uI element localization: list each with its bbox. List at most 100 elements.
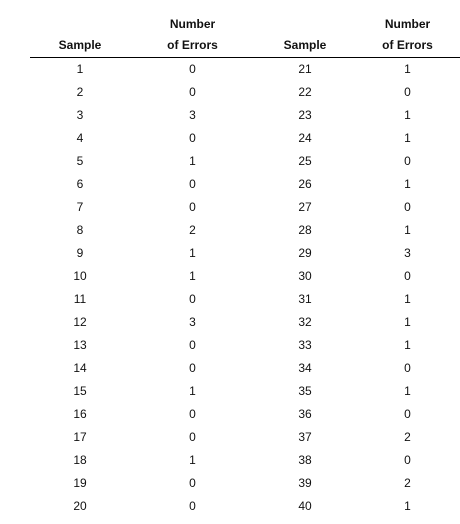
cell-sample: 4 xyxy=(76,131,84,145)
table-row: 17 0 37 2 xyxy=(30,426,460,449)
cell-errors: 0 xyxy=(189,200,196,214)
cell-sample: 2 xyxy=(76,85,84,99)
cell-sample: 10 xyxy=(73,269,87,283)
table-body: 1 0 21 1 2 0 22 0 3 3 23 1 4 0 24 1 5 1 25 0 6 0 26 1 7 0 27 0 8 2 28 1… xyxy=(30,58,460,519)
header-line1: Number xyxy=(384,17,431,31)
cell-sample: 7 xyxy=(76,200,84,214)
table-row: 9 1 29 3 xyxy=(30,242,460,265)
cell-errors: 0 xyxy=(189,476,196,490)
cell-errors: 3 xyxy=(404,246,411,260)
table-row: 15 1 35 1 xyxy=(30,380,460,403)
cell-errors: 0 xyxy=(189,292,196,306)
table-row: 1 0 21 1 xyxy=(30,58,460,82)
cell-sample: 29 xyxy=(298,246,312,260)
table-row: 19 0 39 2 xyxy=(30,472,460,495)
cell-errors: 1 xyxy=(189,154,196,168)
table-row: 11 0 31 1 xyxy=(30,288,460,311)
table-row: 2 0 22 0 xyxy=(30,81,460,104)
table-row: 4 0 24 1 xyxy=(30,127,460,150)
cell-errors: 1 xyxy=(404,62,411,76)
table-row: 3 3 23 1 xyxy=(30,104,460,127)
header-sample-right: Sample xyxy=(255,11,355,58)
cell-sample: 32 xyxy=(298,315,312,329)
cell-errors: 0 xyxy=(189,338,196,352)
table-row: 5 1 25 0 xyxy=(30,150,460,173)
cell-errors: 0 xyxy=(404,453,411,467)
table-row: 20 0 40 1 xyxy=(30,495,460,518)
cell-sample: 21 xyxy=(298,62,312,76)
header-line2: Sample xyxy=(283,38,327,52)
cell-errors: 1 xyxy=(404,292,411,306)
cell-sample: 20 xyxy=(73,499,87,513)
table-row: 12 3 32 1 xyxy=(30,311,460,334)
cell-sample: 12 xyxy=(73,315,87,329)
table-row: 10 1 30 0 xyxy=(30,265,460,288)
cell-errors: 1 xyxy=(404,177,411,191)
cell-errors: 0 xyxy=(404,269,411,283)
cell-errors: 1 xyxy=(404,131,411,145)
table-row: 6 0 26 1 xyxy=(30,173,460,196)
cell-sample: 13 xyxy=(73,338,87,352)
cell-sample: 40 xyxy=(298,499,312,513)
cell-sample: 30 xyxy=(298,269,312,283)
cell-errors: 1 xyxy=(189,246,196,260)
cell-sample: 16 xyxy=(73,407,87,421)
table-row: 16 0 36 0 xyxy=(30,403,460,426)
cell-sample: 23 xyxy=(298,108,312,122)
cell-errors: 0 xyxy=(189,177,196,191)
cell-sample: 8 xyxy=(76,223,84,237)
header-errors-right: Number of Errors xyxy=(355,11,460,58)
table-row: 14 0 34 0 xyxy=(30,357,460,380)
cell-sample: 19 xyxy=(73,476,87,490)
cell-errors: 0 xyxy=(404,154,411,168)
cell-sample: 31 xyxy=(298,292,312,306)
header-line2: of Errors xyxy=(167,38,218,52)
table-row: 7 0 27 0 xyxy=(30,196,460,219)
errors-table: Sample Number of Errors Sample Number of… xyxy=(30,11,460,518)
cell-sample: 24 xyxy=(298,131,312,145)
cell-errors: 0 xyxy=(189,407,196,421)
cell-errors: 0 xyxy=(404,200,411,214)
cell-errors: 1 xyxy=(404,384,411,398)
errors-table-container: Sample Number of Errors Sample Number of… xyxy=(30,11,460,518)
table-row: 8 2 28 1 xyxy=(30,219,460,242)
cell-errors: 0 xyxy=(189,430,196,444)
cell-errors: 0 xyxy=(189,85,196,99)
cell-sample: 34 xyxy=(298,361,312,375)
header-line2: Sample xyxy=(58,38,102,52)
header-line1 xyxy=(30,14,130,35)
cell-errors: 1 xyxy=(404,338,411,352)
cell-sample: 17 xyxy=(73,430,87,444)
cell-sample: 9 xyxy=(76,246,84,260)
cell-sample: 22 xyxy=(298,85,312,99)
cell-errors: 0 xyxy=(189,62,196,76)
header-sample-left: Sample xyxy=(30,11,130,58)
cell-errors: 3 xyxy=(189,108,196,122)
cell-sample: 3 xyxy=(76,108,84,122)
cell-errors: 1 xyxy=(189,384,196,398)
table-row: 18 1 38 0 xyxy=(30,449,460,472)
cell-sample: 18 xyxy=(73,453,87,467)
table-row: 13 0 33 1 xyxy=(30,334,460,357)
cell-errors: 1 xyxy=(189,269,196,283)
cell-sample: 15 xyxy=(73,384,87,398)
cell-sample: 33 xyxy=(298,338,312,352)
header-line1: Number xyxy=(169,17,216,31)
cell-errors: 0 xyxy=(404,85,411,99)
header-line2: of Errors xyxy=(382,38,433,52)
cell-errors: 1 xyxy=(404,499,411,513)
header-row: Sample Number of Errors Sample Number of… xyxy=(30,11,460,58)
cell-sample: 14 xyxy=(73,361,87,375)
cell-errors: 3 xyxy=(189,315,196,329)
cell-sample: 5 xyxy=(76,154,84,168)
cell-sample: 35 xyxy=(298,384,312,398)
cell-sample: 37 xyxy=(298,430,312,444)
cell-sample: 38 xyxy=(298,453,312,467)
cell-sample: 6 xyxy=(76,177,84,191)
cell-sample: 1 xyxy=(76,62,84,76)
cell-sample: 39 xyxy=(298,476,312,490)
cell-sample: 26 xyxy=(298,177,312,191)
header-line1 xyxy=(255,14,355,35)
cell-sample: 28 xyxy=(298,223,312,237)
cell-errors: 0 xyxy=(404,361,411,375)
